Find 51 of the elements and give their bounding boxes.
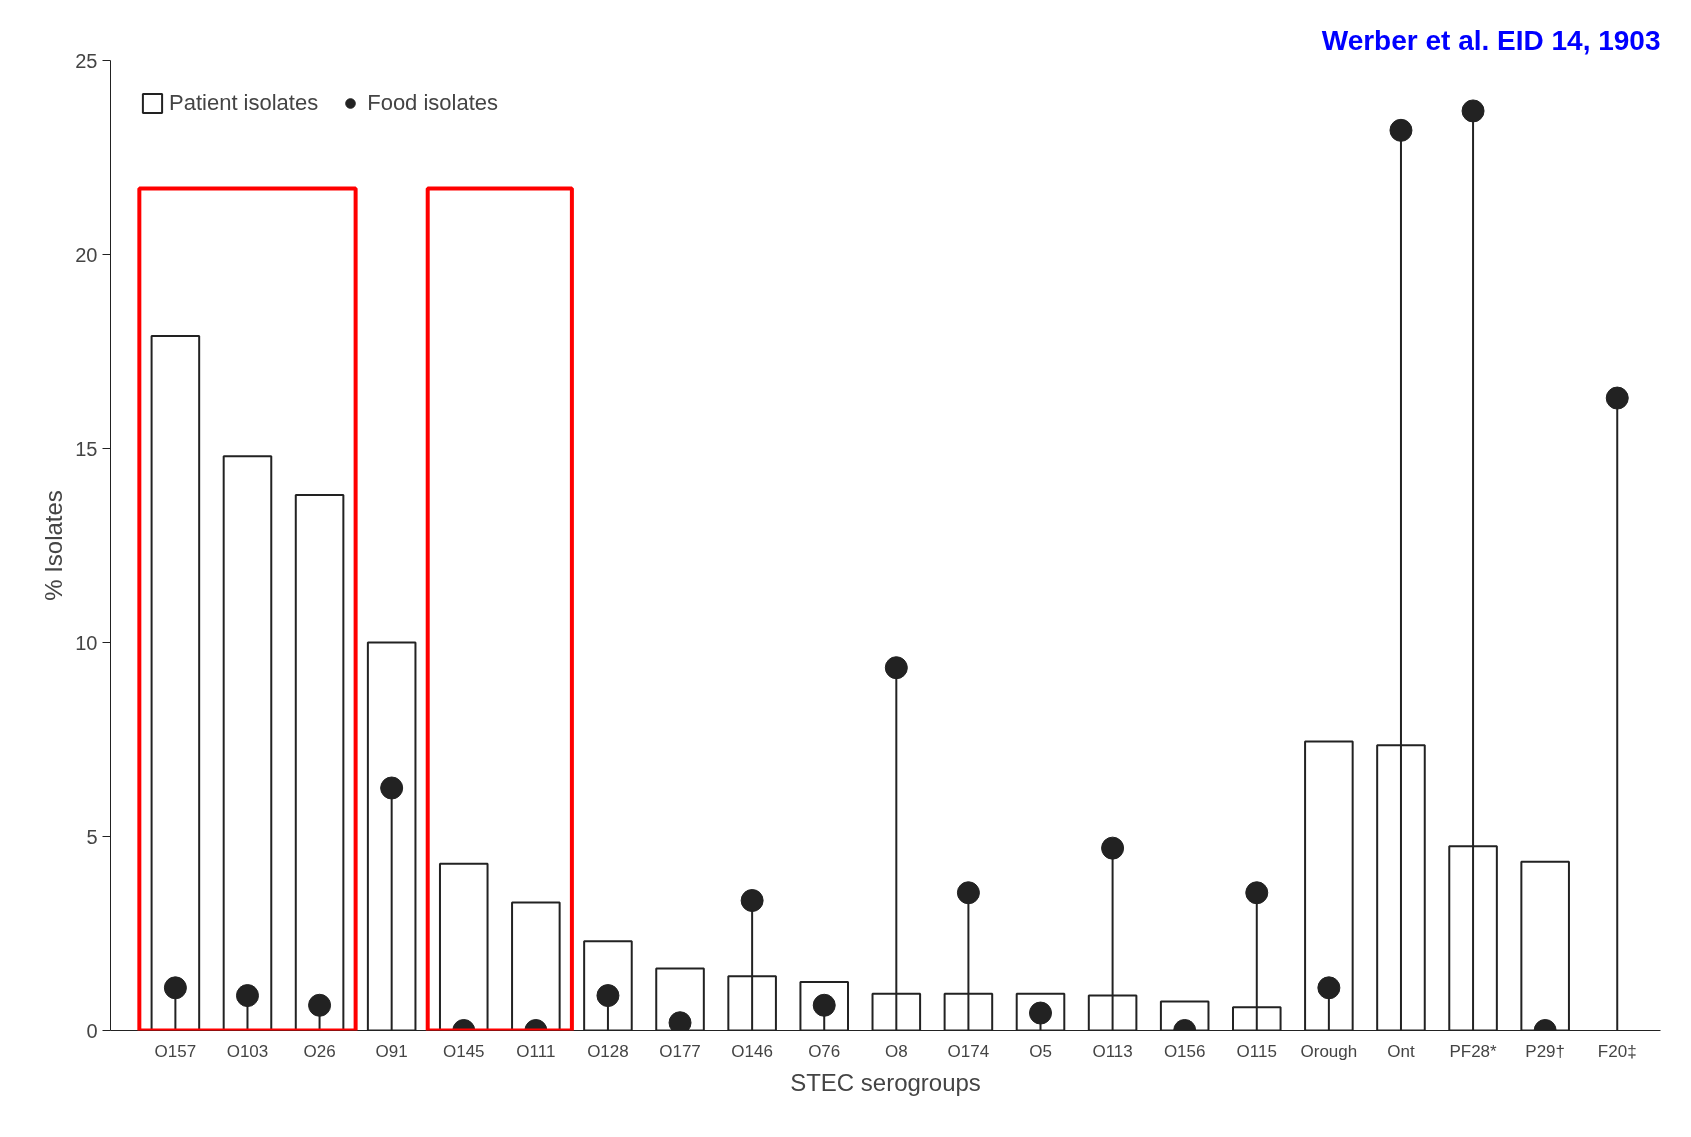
x-axis-title: STEC serogroups — [790, 1068, 981, 1096]
x-tick-label: O103 — [226, 1041, 269, 1061]
legend-label: Food isolates — [367, 90, 499, 116]
y-tick-label: 25 — [75, 49, 98, 72]
x-tick-label: Ont — [1387, 1041, 1415, 1061]
point — [1317, 976, 1341, 1000]
point — [956, 881, 980, 905]
point — [308, 993, 332, 1017]
bar — [511, 901, 561, 1031]
x-tick-label: O146 — [731, 1041, 773, 1061]
x-tick-label: O157 — [154, 1041, 197, 1061]
bar — [438, 862, 489, 1031]
text: Werber et al. EID 14, 1903 — [1321, 24, 1661, 56]
x-tick-label: PF28* — [1449, 1041, 1498, 1061]
x-tick-label: O115 — [1236, 1041, 1277, 1061]
x-tick-label: O76 — [808, 1041, 841, 1061]
x-tick-label: O145 — [442, 1041, 485, 1061]
x-tick-label: O156 — [1163, 1041, 1206, 1061]
bar — [222, 455, 273, 1031]
point — [235, 984, 259, 1008]
point — [1605, 386, 1629, 410]
x-tick-label: F20‡ — [1597, 1041, 1637, 1061]
legend-label: Patient isolates — [169, 90, 319, 116]
x-tick-label: O128 — [587, 1041, 629, 1061]
y-tick-label: 0 — [86, 1019, 98, 1042]
x-tick-label: O8 — [884, 1041, 908, 1061]
y-axis-title: % Isolates — [40, 490, 68, 601]
point — [740, 889, 764, 912]
point — [163, 976, 187, 1000]
bar — [294, 494, 345, 1031]
bar — [150, 334, 201, 1031]
y-tick-label: 15 — [75, 437, 98, 460]
point — [1101, 836, 1125, 860]
y-tick-label: 20 — [75, 243, 98, 266]
point — [1389, 118, 1413, 142]
x-tick-label: O113 — [1092, 1041, 1133, 1061]
point — [1245, 881, 1269, 905]
x-tick-label: P29† — [1525, 1041, 1565, 1061]
x-tick-label: O177 — [659, 1041, 701, 1061]
x-tick-label: O5 — [1029, 1041, 1052, 1061]
y-tick-label: 10 — [75, 631, 98, 654]
x-tick-label: O111 — [516, 1041, 556, 1061]
point — [380, 776, 404, 800]
point — [668, 1011, 692, 1031]
x-tick-label: Orough — [1300, 1041, 1358, 1061]
x-tick-label: O174 — [947, 1041, 990, 1061]
point — [884, 656, 908, 680]
point — [1461, 99, 1485, 123]
y-tick-label: 5 — [86, 825, 98, 848]
x-tick-label: O26 — [303, 1041, 336, 1061]
x-tick-label: O91 — [375, 1041, 408, 1061]
